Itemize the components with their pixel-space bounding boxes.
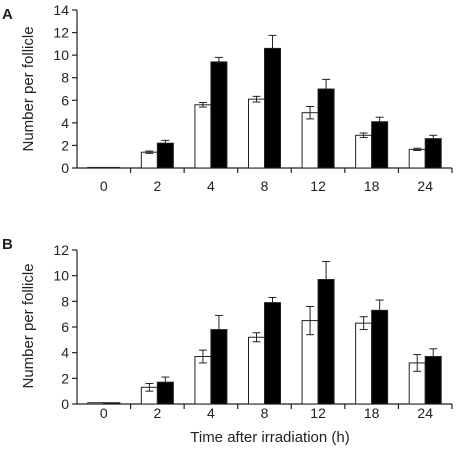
- panel-b-bar: [424, 356, 442, 405]
- panel-a-bar: [301, 112, 319, 169]
- panel-b-x-tick-label: 0: [100, 405, 108, 421]
- panel-b-bar: [248, 336, 265, 405]
- panel-b-y-tick-label: 0: [61, 396, 69, 412]
- panel-b-y-tick-label: 2: [61, 370, 69, 386]
- panel-b-bar: [194, 356, 212, 405]
- panel-b-y-tick-label: 8: [61, 293, 69, 309]
- panel-b-bar: [355, 322, 373, 405]
- panel-b-bar: [371, 309, 389, 405]
- panel-a-x-tick-label: 24: [417, 178, 433, 194]
- panel-b-x-tick-label: 8: [261, 405, 269, 421]
- panel-a-bar: [408, 148, 426, 169]
- panel-a-bar: [210, 61, 228, 169]
- panel-b-x-tick-label: 12: [310, 405, 326, 421]
- panel-a-y-tick-label: 12: [53, 25, 69, 41]
- panel-b-letter: B: [2, 236, 13, 253]
- panel-a-y-tick-label: 6: [61, 92, 69, 108]
- panel-a-bar: [424, 138, 442, 169]
- panel-a-bar: [156, 142, 174, 169]
- panel-b-x-axis-title: Time after irradiation (h): [190, 429, 350, 446]
- panel-b-bar: [103, 402, 121, 405]
- panel-a-y-tick-label: 0: [61, 160, 69, 176]
- panel-a-y-tick-label: 14: [53, 2, 69, 18]
- panel-a-bar: [264, 47, 281, 169]
- panel-a-bar: [248, 98, 265, 169]
- panel-a-x-tick-label: 8: [261, 178, 269, 194]
- panel-b-y-tick-label: 12: [53, 242, 69, 258]
- panel-b-x-tick-label: 24: [417, 405, 433, 421]
- panel-a-bar: [140, 151, 158, 169]
- panel-a-x-tick-label: 18: [364, 178, 380, 194]
- panel-a-bar: [355, 134, 373, 169]
- panel-b-y-tick-label: 10: [53, 268, 69, 284]
- panel-b-y-tick-label: 4: [61, 345, 69, 361]
- panel-a-x-tick-label: 4: [207, 178, 215, 194]
- panel-b-bar: [264, 302, 281, 405]
- panel-b-y-tick-label: 6: [61, 319, 69, 335]
- panel-a-x-tick-label: 2: [153, 178, 161, 194]
- panel-b-x-tick-label: 18: [364, 405, 380, 421]
- panel-a-bar: [371, 121, 389, 169]
- panel-a-y-tick-label: 10: [53, 47, 69, 63]
- panel-b-bar: [87, 402, 105, 405]
- panel-a-y-tick-label: 4: [61, 115, 69, 131]
- panel-a-y-tick-label: 8: [61, 70, 69, 86]
- panel-b-bar: [317, 279, 335, 405]
- panel-a-bar: [317, 88, 335, 169]
- panel-a-x-tick-label: 12: [310, 178, 326, 194]
- panel-a-bar: [194, 104, 212, 169]
- panel-b-bar: [210, 329, 228, 405]
- panel-a-bar: [87, 166, 105, 169]
- panel-b-x-tick-label: 2: [153, 405, 161, 421]
- panel-b-bar: [156, 381, 174, 405]
- panel-b-y-axis-title: Number per follicle: [20, 263, 37, 388]
- panel-a-y-axis-title: Number per follicle: [20, 26, 37, 151]
- panel-b-x-tick-label: 4: [207, 405, 215, 421]
- panel-a-letter: A: [2, 6, 13, 23]
- panel-a-y-tick-label: 2: [61, 137, 69, 153]
- panel-a-x-tick-label: 0: [100, 178, 108, 194]
- panel-a-bar: [103, 166, 121, 169]
